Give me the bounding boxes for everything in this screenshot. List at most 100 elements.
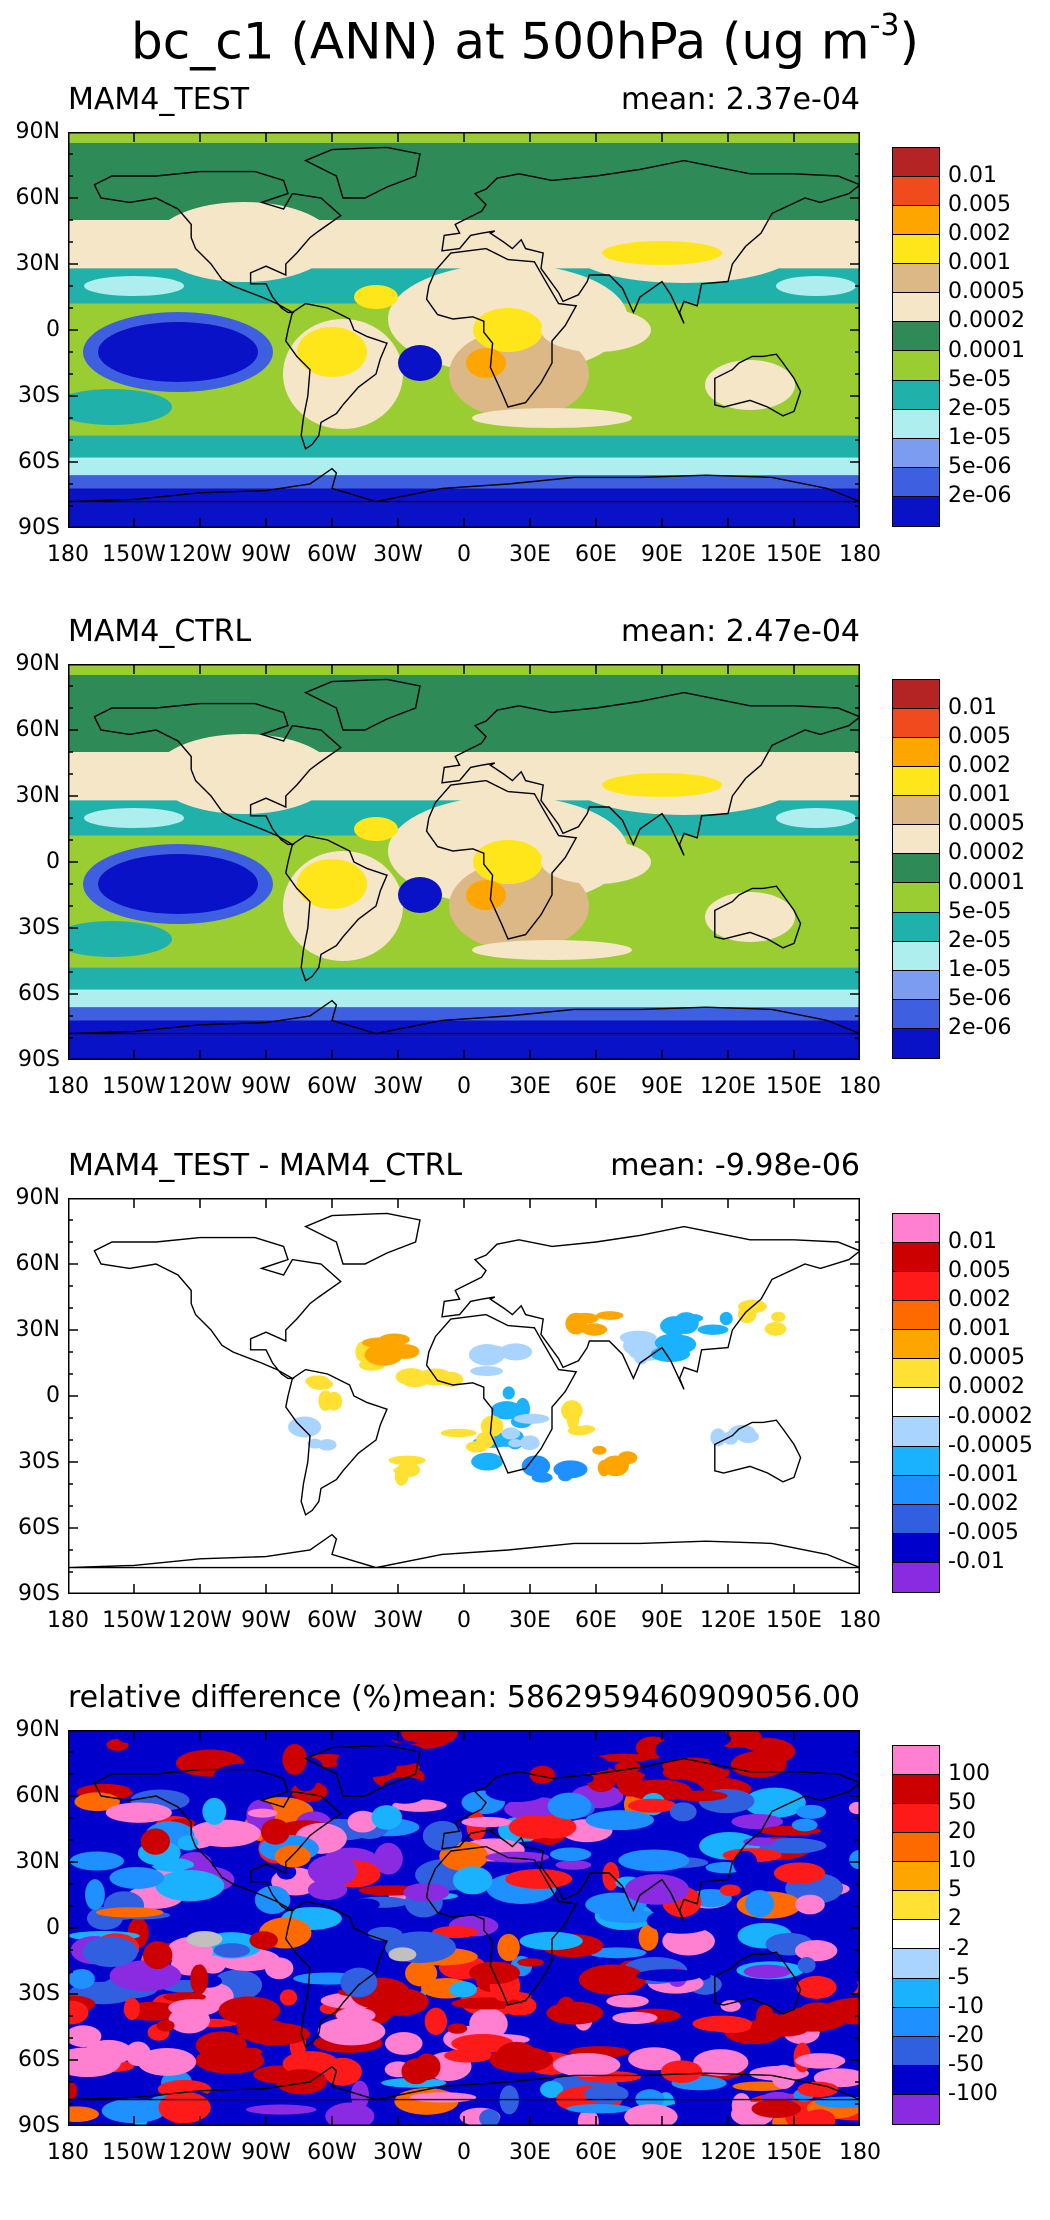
colorbar-swatch <box>893 912 939 942</box>
y-tick-label: 60N <box>15 717 60 742</box>
colorbar-swatch <box>893 1804 939 1834</box>
map-plot <box>68 1730 860 2126</box>
x-tick-label: 120E <box>700 1608 756 1633</box>
map-plot <box>68 1198 860 1594</box>
colorbar-label: -50 <box>948 2051 984 2077</box>
colorbar-label: 2e-05 <box>948 927 1012 953</box>
colorbar-label: -10 <box>948 1993 984 2019</box>
y-tick-label: 30S <box>18 1449 60 1474</box>
colorbar-swatch <box>893 409 939 439</box>
panel-1: MAM4_TEST mean: 2.37e-04 90N 60N 30N 0 30S 60… <box>0 82 1050 622</box>
colorbar-label: 0.01 <box>948 163 997 189</box>
colorbar-label: 50 <box>948 1790 976 1816</box>
colorbar-label: 5e-06 <box>948 985 1012 1011</box>
x-tick-label: 60W <box>307 1608 357 1633</box>
colorbar-label: 100 <box>948 1761 990 1787</box>
colorbar-label: 0.01 <box>948 695 997 721</box>
y-tick-label: 30N <box>15 251 60 276</box>
panel-mean-label: mean: -9.98e-06 <box>610 1148 860 1183</box>
colorbar-label: 0.001 <box>948 782 1011 808</box>
y-tick-label: 90S <box>18 1581 60 1606</box>
x-tick-label: 30E <box>509 1608 551 1633</box>
panel-4: relative difference (%) mean: 5862959460… <box>0 1680 1050 2220</box>
colorbar-swatch <box>893 1214 939 1244</box>
colorbar-label: 0.0002 <box>948 1374 1025 1400</box>
x-tick-label: 120W <box>168 1608 232 1633</box>
colorbar-label: 20 <box>948 1819 976 1845</box>
colorbar-swatch <box>893 2065 939 2095</box>
x-tick-label: 30E <box>509 2140 551 2165</box>
coastline <box>714 353 802 417</box>
x-tick-label: 120W <box>168 542 232 567</box>
colorbar-label: 1e-05 <box>948 956 1012 982</box>
colorbar-swatch <box>893 1272 939 1302</box>
x-tick-label: 180 <box>839 2140 881 2165</box>
colorbar-swatch <box>893 2094 939 2124</box>
colorbar-swatch <box>893 941 939 971</box>
colorbar-swatch <box>893 709 939 739</box>
y-tick-label: 90S <box>18 2113 60 2138</box>
colorbar <box>892 1745 940 2125</box>
x-tick-label: 150E <box>766 1074 822 1099</box>
x-tick-label: 30E <box>509 1074 551 1099</box>
map-plot <box>68 664 860 1060</box>
y-tick-label: 30S <box>18 915 60 940</box>
colorbar-swatch <box>893 999 939 1029</box>
coastline <box>425 1845 578 2006</box>
colorbar-label: 0.001 <box>948 1316 1011 1342</box>
colorbar-swatch <box>893 854 939 884</box>
colorbar-label: 0.0001 <box>948 869 1025 895</box>
x-tick-label: 120E <box>700 542 756 567</box>
x-tick-label: 180 <box>839 1074 881 1099</box>
y-tick-label: 90S <box>18 515 60 540</box>
colorbar-swatch <box>893 1330 939 1360</box>
x-tick-label: 120W <box>168 2140 232 2165</box>
colorbar-swatch <box>893 1417 939 1447</box>
x-tick-label: 60W <box>307 1074 357 1099</box>
x-tick-label: 60E <box>575 542 617 567</box>
x-tick-label: 150W <box>102 1074 166 1099</box>
colorbar-swatch <box>893 825 939 855</box>
x-tick-label: 30E <box>509 542 551 567</box>
y-tick-label: 30N <box>15 1849 60 1874</box>
colorbar-label: -0.0002 <box>948 1403 1033 1429</box>
x-tick-label: 90E <box>641 2140 683 2165</box>
y-tick-label: 60N <box>15 1251 60 1276</box>
colorbar-swatch <box>893 322 939 352</box>
x-tick-label: 30W <box>373 1608 423 1633</box>
panel-left-label: relative difference (%) <box>68 1680 403 1715</box>
coastline <box>285 1368 388 1516</box>
coastline <box>714 1951 802 2015</box>
panel-mean-label: mean: 5862959460909056.00 <box>402 1680 860 1715</box>
colorbar-swatch <box>893 1028 939 1058</box>
colorbar-swatch <box>893 206 939 236</box>
colorbar-swatch <box>893 1833 939 1863</box>
colorbar-swatch <box>893 1920 939 1950</box>
colorbar-label: 0.005 <box>948 192 1011 218</box>
coastline <box>68 2065 860 2101</box>
colorbar-label: 5e-06 <box>948 453 1012 479</box>
colorbar-swatch <box>893 796 939 826</box>
y-tick-label: 90N <box>15 651 60 676</box>
coastline <box>285 1900 388 2048</box>
x-tick-label: 30W <box>373 542 423 567</box>
x-tick-label: 150E <box>766 542 822 567</box>
colorbar-swatch <box>893 1562 939 1592</box>
x-tick-label: 90E <box>641 1074 683 1099</box>
colorbar-label: 2e-05 <box>948 395 1012 421</box>
colorbar-label: 1e-05 <box>948 424 1012 450</box>
x-tick-label: 120E <box>700 1074 756 1099</box>
colorbar-label: 2 <box>948 1906 962 1932</box>
x-tick-label: 150W <box>102 2140 166 2165</box>
colorbar-swatch <box>893 1301 939 1331</box>
colorbar-label: 0.005 <box>948 1258 1011 1284</box>
colorbar-swatch <box>893 1949 939 1979</box>
coastline <box>441 159 860 324</box>
y-tick-label: 60N <box>15 185 60 210</box>
colorbar-swatch <box>893 2036 939 2066</box>
coastline <box>441 1757 860 1922</box>
colorbar <box>892 147 940 527</box>
colorbar-label: 10 <box>948 1848 976 1874</box>
x-tick-label: 180 <box>839 1608 881 1633</box>
colorbar-swatch <box>893 1746 939 1776</box>
